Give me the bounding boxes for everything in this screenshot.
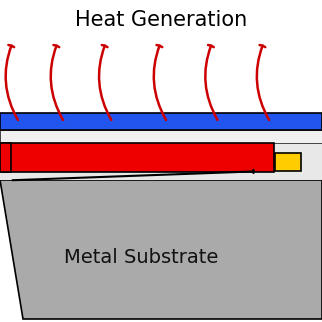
Bar (0, 143, 274, 172)
Polygon shape (0, 180, 322, 319)
Text: Metal Substrate: Metal Substrate (64, 248, 219, 267)
Bar (275, 153, 301, 171)
Bar (0, 113, 322, 174)
Text: Heat Generation: Heat Generation (75, 10, 247, 30)
Bar (0, 130, 322, 143)
Bar (0, 113, 322, 130)
Bar (0, 172, 322, 180)
Bar (0, 143, 11, 172)
